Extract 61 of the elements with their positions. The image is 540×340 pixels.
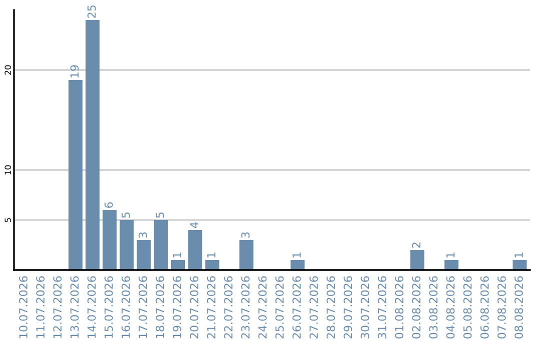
x-tick-label: 23.07.2026	[241, 276, 250, 338]
x-tick-label: 20.07.2026	[190, 276, 198, 338]
x-tick-label: 17.07.2026	[138, 276, 148, 338]
x-tick-label: 22.07.2026	[224, 276, 233, 338]
x-tick-label: 25.07.2026	[275, 276, 284, 338]
x-tick-label: 13.07.2026	[70, 276, 79, 338]
data-label: 2	[412, 242, 420, 248]
y-tick-label: 10	[4, 165, 11, 174]
x-tick-label: 26.07.2026	[292, 276, 301, 338]
x-tick-label: 02.08.2026	[412, 276, 420, 338]
bar	[136, 240, 151, 270]
x-tick-label: 14.07.2026	[87, 276, 96, 338]
x-tick-label: 12.07.2026	[53, 276, 62, 338]
x-tick-label: 05.08.2026	[463, 276, 472, 338]
x-tick-label: 16.07.2026	[122, 276, 130, 338]
bar	[68, 80, 83, 270]
y-tick-label: 5	[4, 218, 11, 222]
x-tick-label: 01.08.2026	[394, 276, 404, 338]
x-tick-label: 15.07.2026	[104, 276, 113, 338]
bar	[188, 230, 202, 270]
x-tick-label: 29.07.2026	[344, 276, 352, 338]
x-tick-label: 19.07.2026	[172, 276, 182, 338]
x-tick-label: 07.08.2026	[497, 276, 506, 338]
bar	[86, 20, 100, 270]
x-tick-label: 31.07.2026	[378, 276, 386, 338]
data-label: 1	[207, 252, 216, 258]
data-label: 1	[514, 252, 523, 258]
data-label: 1	[446, 252, 454, 258]
data-label: 5	[156, 212, 164, 218]
x-tick-label: 04.08.2026	[446, 276, 455, 338]
x-tick-label: 24.07.2026	[258, 276, 267, 338]
x-tick-label: 10.07.2026	[19, 276, 28, 338]
x-tick-label: 28.07.2026	[326, 276, 336, 338]
bar	[154, 220, 168, 270]
bar	[120, 220, 134, 270]
data-label: 19	[70, 65, 79, 78]
bar	[410, 250, 424, 270]
y-tick-label: 20	[4, 65, 11, 75]
bar	[444, 260, 458, 270]
x-tick-label: 21.07.2026	[207, 276, 216, 338]
bar	[102, 210, 117, 270]
x-tick-label: 03.08.2026	[429, 276, 438, 338]
data-label: 3	[138, 232, 148, 238]
x-tick-label: 30.07.2026	[360, 276, 370, 338]
x-tick-label: 06.08.2026	[480, 276, 489, 338]
bar	[239, 240, 254, 270]
x-tick-label: 11.07.2026	[36, 276, 45, 338]
x-tick-label: 08.08.2026	[514, 276, 523, 338]
data-label: 6	[104, 202, 113, 208]
x-tick-label: 27.07.2026	[310, 276, 318, 338]
bar	[512, 260, 527, 270]
x-tick-label: 18.07.2026	[156, 276, 164, 338]
data-label: 1	[172, 252, 182, 258]
bar	[205, 260, 220, 270]
bar	[171, 260, 186, 270]
data-label: 25	[87, 5, 96, 18]
data-label: 3	[241, 232, 250, 238]
bar	[290, 260, 305, 270]
data-label: 4	[190, 222, 198, 228]
data-label: 1	[292, 252, 301, 258]
data-label: 5	[122, 212, 130, 218]
